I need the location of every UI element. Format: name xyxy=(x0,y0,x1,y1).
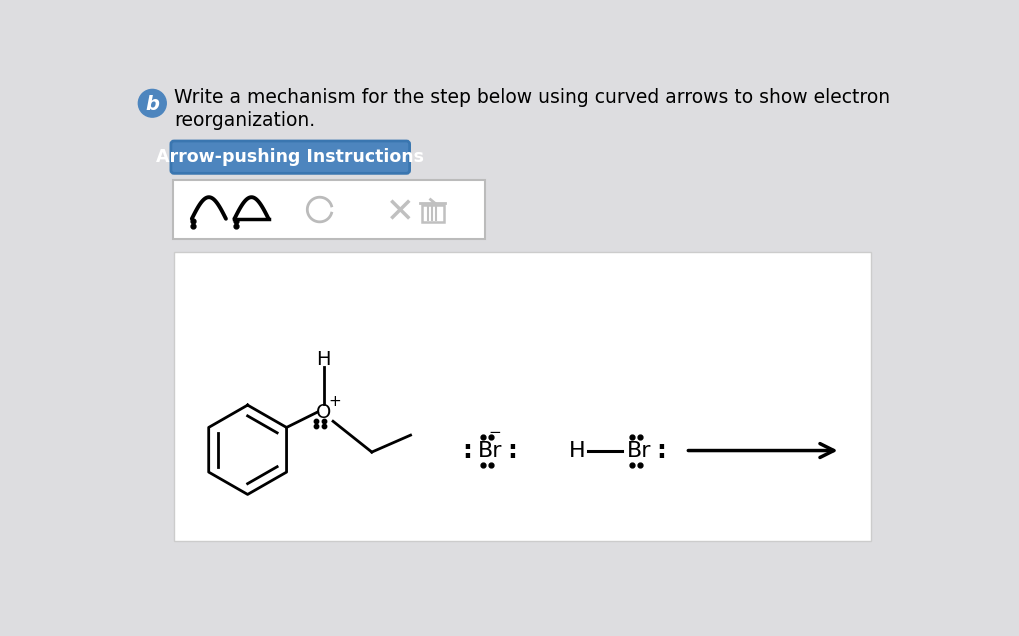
Text: :: : xyxy=(655,439,665,462)
Text: :: : xyxy=(506,439,517,462)
Text: Br: Br xyxy=(626,441,650,460)
FancyBboxPatch shape xyxy=(174,252,870,541)
FancyBboxPatch shape xyxy=(173,179,484,238)
Text: O: O xyxy=(316,403,331,422)
Text: −: − xyxy=(488,425,500,439)
Text: Write a mechanism for the step below using curved arrows to show electron: Write a mechanism for the step below usi… xyxy=(174,88,890,107)
Text: b: b xyxy=(145,95,159,114)
Text: +: + xyxy=(328,394,340,409)
FancyBboxPatch shape xyxy=(171,141,410,174)
Text: Br: Br xyxy=(478,441,502,460)
Circle shape xyxy=(139,90,166,117)
Text: H: H xyxy=(316,350,331,369)
Text: :: : xyxy=(462,439,472,462)
Text: Arrow-pushing Instructions: Arrow-pushing Instructions xyxy=(156,148,424,166)
Text: reorganization.: reorganization. xyxy=(174,111,315,130)
Text: H: H xyxy=(569,441,585,460)
